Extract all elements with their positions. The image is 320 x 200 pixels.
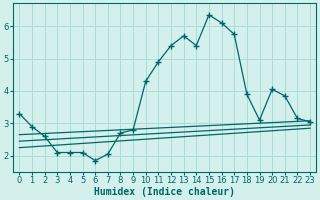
X-axis label: Humidex (Indice chaleur): Humidex (Indice chaleur) [94, 186, 235, 197]
